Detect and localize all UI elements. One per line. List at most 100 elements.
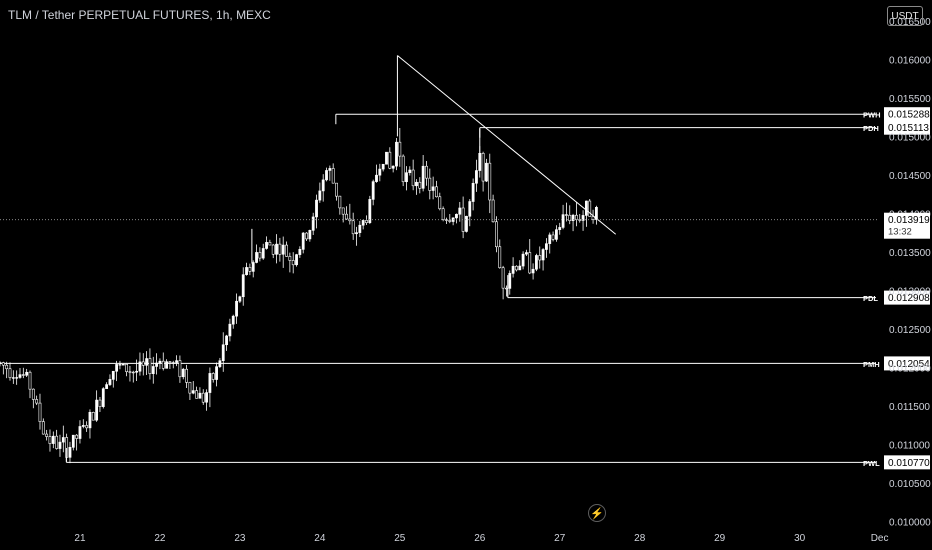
candle-body — [195, 390, 198, 399]
candle-body — [371, 181, 375, 200]
candle-body — [594, 207, 598, 220]
candle-body — [318, 190, 322, 201]
candle-body — [391, 165, 395, 169]
lightning-icon[interactable]: ⚡ — [588, 504, 606, 522]
candle-body — [5, 364, 9, 370]
candle-body — [331, 168, 335, 184]
candle-body — [551, 234, 555, 240]
x-tick-label: 22 — [154, 533, 166, 544]
candle-body — [555, 229, 558, 240]
candle-body — [251, 262, 255, 272]
candle-body — [385, 151, 388, 165]
candle-body — [131, 371, 135, 374]
candle-body — [468, 201, 472, 217]
candle-body — [485, 162, 488, 182]
candle-body — [298, 249, 302, 255]
candle-body — [55, 435, 59, 449]
candle-body — [68, 447, 72, 458]
candle-body — [531, 268, 535, 274]
x-tick-label: 23 — [234, 533, 246, 544]
candle-body — [591, 216, 595, 220]
candle-body — [278, 243, 282, 255]
candle-body — [361, 220, 365, 226]
currency-selector[interactable]: USDT — [887, 6, 923, 26]
candle-body — [161, 360, 165, 369]
level-price-box — [884, 356, 930, 371]
candle-body — [0, 362, 2, 365]
candle-body — [181, 368, 185, 378]
candle-body — [538, 255, 542, 261]
candle-body — [91, 411, 95, 421]
candle-body — [191, 390, 195, 394]
candle-body — [35, 399, 39, 404]
candle-body — [58, 441, 62, 449]
level-price-box — [884, 107, 930, 122]
candle-body — [25, 371, 29, 376]
candle-body — [301, 232, 305, 250]
candle-body — [225, 335, 228, 346]
candle-body — [265, 242, 268, 249]
y-tick-label: 0.013000 — [889, 287, 931, 298]
candle-body — [355, 232, 358, 235]
candle-body — [51, 435, 55, 444]
y-tick-label: 0.016000 — [889, 55, 931, 66]
candle-body — [458, 207, 462, 215]
candle-body — [205, 392, 208, 403]
candle-body — [268, 242, 272, 246]
candle-body — [75, 434, 79, 439]
trendline — [397, 55, 617, 235]
candle-body — [338, 195, 342, 209]
candle-body — [565, 214, 568, 216]
level-tag: PWH — [863, 111, 881, 120]
candle-body — [405, 172, 408, 183]
candle-body — [481, 153, 485, 182]
candle-body — [575, 214, 578, 220]
candle-body — [291, 260, 295, 266]
candle-body — [465, 215, 468, 232]
y-tick-label: 0.011000 — [889, 441, 930, 452]
candle-body — [45, 433, 49, 437]
candle-body — [185, 368, 188, 383]
candle-body — [98, 399, 102, 407]
candle-body — [118, 364, 122, 366]
candle-body — [548, 234, 552, 244]
candle-body — [125, 364, 129, 372]
level-price-label: 0.010770 — [888, 458, 930, 469]
candle-body — [288, 256, 292, 261]
candle-body — [535, 255, 538, 270]
candle-body — [431, 186, 435, 191]
candle-body — [281, 244, 285, 255]
candle-body — [508, 273, 512, 289]
x-tick-label: 25 — [394, 533, 406, 544]
candle-body — [231, 315, 235, 325]
candle-body — [211, 373, 215, 380]
candle-body — [491, 199, 495, 223]
candle-body — [135, 370, 139, 373]
candle-body — [435, 186, 438, 198]
candle-body — [495, 221, 498, 248]
candle-body — [31, 388, 35, 400]
candle-body — [208, 373, 212, 393]
candle-body — [228, 323, 232, 337]
candle-body — [401, 155, 405, 183]
x-tick-label: 26 — [474, 533, 486, 544]
candle-body — [571, 214, 575, 221]
candle-body — [501, 267, 505, 289]
candle-body — [188, 382, 192, 394]
level-price-label: 0.012908 — [888, 293, 930, 304]
candle-body — [448, 220, 452, 222]
candle-body — [351, 220, 355, 235]
candle-body — [115, 364, 119, 372]
candle-body — [101, 388, 105, 407]
candle-body — [38, 402, 42, 422]
x-tick-label: 27 — [554, 533, 566, 544]
candle-body — [521, 253, 525, 267]
candle-body — [418, 181, 422, 189]
y-tick-label: 0.014500 — [889, 171, 931, 182]
candle-body — [568, 214, 572, 221]
candle-body — [505, 287, 508, 290]
candle-body — [341, 207, 345, 215]
candle-body — [41, 421, 45, 435]
candle-body — [285, 244, 288, 257]
